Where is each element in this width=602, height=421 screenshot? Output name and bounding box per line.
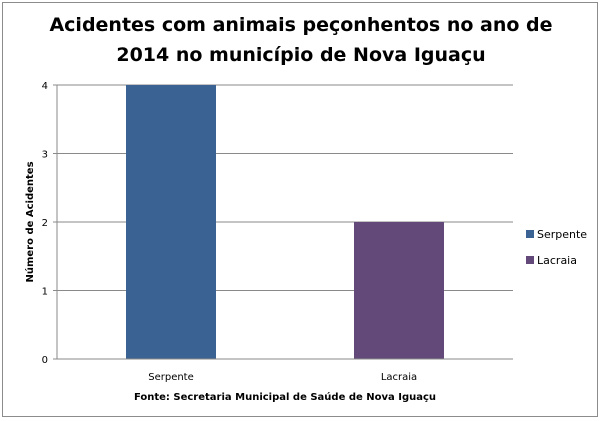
y-tick-label-0: 0 xyxy=(42,355,48,366)
y-tick-label-4: 4 xyxy=(42,81,48,92)
bar-serpente xyxy=(126,85,216,359)
chart-title-line-1: Acidentes com animais peçonhentos no ano… xyxy=(49,14,553,36)
y-tick-label-2: 2 xyxy=(42,218,48,229)
legend-swatch-lacraia xyxy=(526,256,534,264)
x-tick-label-lacraia: Lacraia xyxy=(381,372,417,383)
x-axis-label: Fonte: Secretaria Municipal de Saúde de … xyxy=(134,391,436,403)
y-axis-label: Número de Acidentes xyxy=(24,161,36,282)
legend: Serpente Lacraia xyxy=(526,226,587,278)
chart-frame xyxy=(2,2,598,417)
legend-label-lacraia: Lacraia xyxy=(537,253,577,267)
y-tick-label-1: 1 xyxy=(42,287,48,298)
legend-swatch-serpente xyxy=(526,230,534,238)
y-tick-label-3: 3 xyxy=(42,150,48,161)
chart-title: Acidentes com animais peçonhentos no ano… xyxy=(0,10,602,70)
bar-lacraia xyxy=(354,222,444,359)
legend-item-serpente: Serpente xyxy=(526,226,587,242)
chart-title-line-2: 2014 no município de Nova Iguaçu xyxy=(116,44,486,66)
legend-item-lacraia: Lacraia xyxy=(526,252,587,268)
x-tick-label-serpente: Serpente xyxy=(148,372,194,383)
legend-label-serpente: Serpente xyxy=(537,227,588,241)
